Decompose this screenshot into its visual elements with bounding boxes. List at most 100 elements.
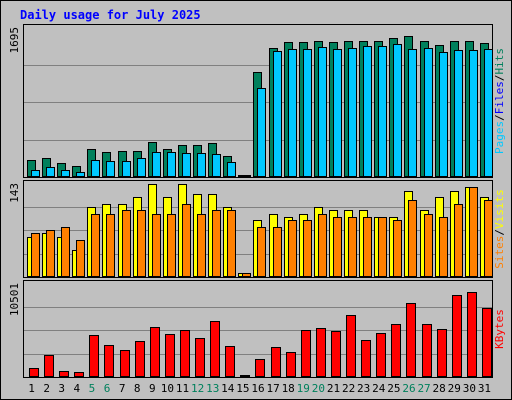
bar-kbytes-28 [437,329,447,377]
bar-kbytes-5 [89,335,99,377]
bar-kbytes-21 [331,331,341,377]
bar-kbytes-13 [210,321,220,377]
bar-pages-20 [318,47,327,177]
bar-sites-5 [91,214,100,277]
bar-sites-26 [408,200,417,277]
day-label-29: 29 [448,382,461,395]
bar-sites-30 [469,187,478,277]
day-label-6: 6 [104,382,111,395]
bar-sites-31 [484,200,493,277]
day-label-20: 20 [312,382,325,395]
legend-separator: / [493,75,506,82]
day-label-31: 31 [478,382,491,395]
bar-pages-12 [197,153,206,177]
bar-sites-22 [348,217,357,277]
bar-sites-21 [333,217,342,277]
bar-kbytes-11 [180,330,190,377]
day-label-30: 30 [463,382,476,395]
day-label-15: 15 [236,382,249,395]
day-label-13: 13 [206,382,219,395]
bar-sites-15 [242,273,251,277]
bar-pages-22 [348,48,357,177]
day-label-7: 7 [119,382,126,395]
bar-kbytes-15 [240,375,250,377]
bar-sites-3 [61,227,70,277]
bar-pages-17 [273,51,282,177]
bar-pages-1 [31,170,40,177]
bar-kbytes-10 [165,334,175,377]
day-label-24: 24 [372,382,386,395]
bar-kbytes-27 [422,324,432,377]
day-label-9: 9 [149,382,156,395]
bar-pages-21 [333,49,342,177]
bar-kbytes-2 [44,355,54,377]
side-legend-0: Pages/Files/Hits [493,48,506,154]
bar-kbytes-6 [104,345,114,377]
bar-sites-17 [273,227,282,277]
bar-kbytes-16 [255,359,265,377]
bar-kbytes-9 [150,327,160,377]
day-label-25: 25 [387,382,400,395]
bar-sites-2 [46,230,55,277]
legend-sites: Sites [493,236,506,269]
bar-pages-7 [122,161,131,177]
bar-pages-14 [227,162,236,177]
bar-sites-20 [318,214,327,277]
legend-kbytes: KBytes [493,309,506,349]
bar-pages-28 [439,52,448,177]
bar-kbytes-12 [195,338,205,377]
bar-sites-28 [439,217,448,277]
bar-sites-18 [288,220,297,277]
bar-sites-13 [212,210,221,277]
bar-sites-23 [363,217,372,277]
bar-pages-5 [91,160,100,177]
y-max-label: 143 [8,183,21,203]
bar-sites-7 [122,210,131,277]
day-label-14: 14 [221,382,235,395]
chart-title: Daily usage for July 2025 [20,8,201,22]
panel-frame-2 [23,280,493,378]
bar-pages-3 [61,170,70,177]
day-label-2: 2 [43,382,50,395]
bar-kbytes-18 [286,352,296,377]
day-label-23: 23 [357,382,370,395]
day-label-5: 5 [89,382,96,395]
day-label-16: 16 [251,382,264,395]
bar-sites-14 [227,210,236,277]
day-label-18: 18 [282,382,295,395]
bar-kbytes-22 [346,315,356,377]
bar-kbytes-29 [452,295,462,377]
bar-sites-1 [31,233,40,277]
legend-files: Files [493,81,506,114]
bar-kbytes-31 [482,308,492,377]
bar-pages-15 [242,175,251,177]
side-legend-2: KBytes [493,309,506,349]
bar-sites-10 [167,214,176,277]
bar-sites-12 [197,214,206,277]
bar-sites-4 [76,240,85,277]
bar-kbytes-3 [59,371,69,377]
bar-pages-25 [393,44,402,177]
bar-pages-23 [363,46,372,177]
day-label-26: 26 [402,382,415,395]
bar-kbytes-25 [391,324,401,377]
bar-pages-6 [106,161,115,177]
day-label-22: 22 [342,382,355,395]
day-label-17: 17 [266,382,279,395]
bar-pages-26 [408,49,417,177]
bar-sites-19 [303,220,312,277]
bar-pages-27 [424,48,433,177]
bar-sites-9 [152,214,161,277]
side-legend-1: Sites/Visits [493,189,506,269]
day-label-28: 28 [433,382,446,395]
bar-sites-6 [106,214,115,277]
bar-pages-13 [212,154,221,177]
bar-pages-31 [484,49,493,177]
bar-sites-8 [137,210,146,277]
bar-pages-11 [182,153,191,177]
bar-kbytes-4 [74,372,84,377]
bar-pages-18 [288,49,297,177]
day-label-27: 27 [417,382,430,395]
bar-kbytes-20 [316,328,326,377]
bar-kbytes-8 [135,341,145,377]
